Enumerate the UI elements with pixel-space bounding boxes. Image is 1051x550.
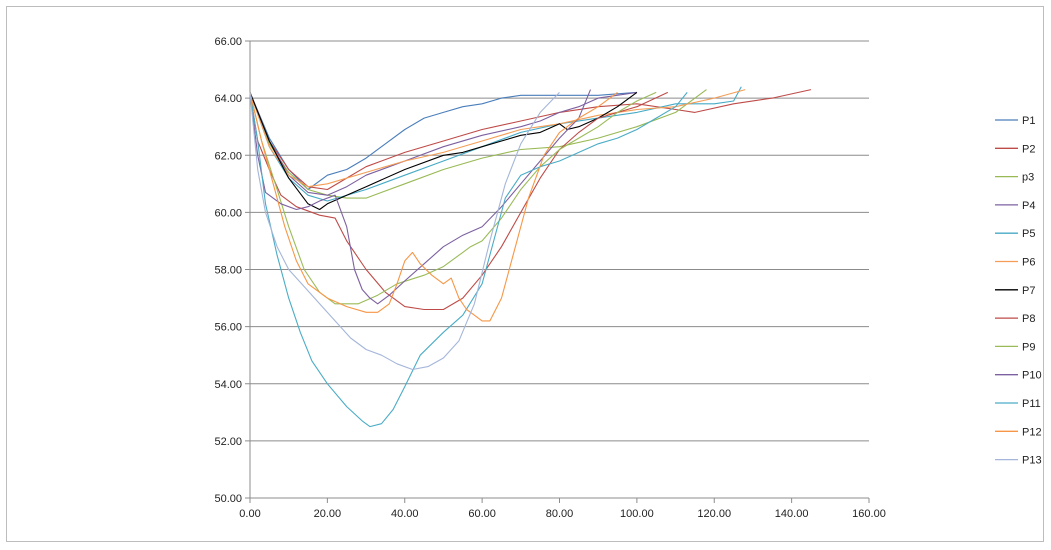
y-tick-label: 62.00	[214, 150, 242, 162]
y-tick-label: 58.00	[214, 265, 242, 277]
x-tick-label: 60.00	[468, 508, 496, 520]
x-tick-label: 40.00	[391, 508, 419, 520]
x-tick-label: 100.00	[620, 508, 654, 520]
legend-label: P13	[1022, 455, 1042, 467]
series-line-p11	[249, 92, 688, 428]
series-layer	[249, 86, 812, 428]
legend-label: P7	[1022, 285, 1035, 297]
series-line-p12	[249, 91, 618, 322]
legend-label: P9	[1022, 341, 1035, 353]
series-line-p2	[249, 89, 812, 191]
legend-label: P10	[1022, 370, 1042, 382]
x-tick-label: 140.00	[775, 508, 809, 520]
x-tick-label: 160.00	[852, 508, 886, 520]
x-tick-label: 80.00	[546, 508, 574, 520]
legend-label: P6	[1022, 257, 1035, 269]
series-line-p9	[249, 91, 657, 305]
y-tick-label: 64.00	[214, 93, 242, 105]
legend-label: P5	[1022, 228, 1035, 240]
line-chart: 50.00 52.00 54.00 56.00 58.00 60.00 62.00 64.00…	[214, 36, 1042, 520]
legend-label: P11	[1022, 398, 1041, 410]
legend-label: P2	[1022, 143, 1035, 155]
series-line-p13	[249, 92, 560, 371]
series-line-p10	[249, 89, 592, 305]
series-line-p4	[249, 91, 637, 196]
x-tick-label: 120.00	[697, 508, 731, 520]
series-line-p6	[249, 89, 746, 188]
axis-layer: 50.00 52.00 54.00 56.00 58.00 60.00 62.00 64.00…	[214, 36, 885, 520]
legend-label: P4	[1022, 200, 1035, 212]
y-tick-label: 66.00	[214, 36, 242, 48]
legend-label: p3	[1022, 172, 1034, 184]
y-tick-label: 52.00	[214, 436, 242, 448]
series-line-p8	[249, 91, 669, 311]
series-line-p7	[249, 91, 638, 211]
legend: P1 P2 p3 P4 P5 P6 P7 P8 P9 P10 P11 P12 P13	[995, 115, 1042, 467]
y-tick-label: 56.00	[214, 322, 242, 334]
chart-frame: 50.00 52.00 54.00 56.00 58.00 60.00 62.00 64.00…	[6, 6, 1044, 542]
y-tick-label: 60.00	[214, 207, 242, 219]
grid-layer	[250, 40, 869, 442]
legend-label: P12	[1022, 426, 1042, 438]
x-tick-label: 20.00	[314, 508, 342, 520]
legend-label: P8	[1022, 313, 1035, 325]
y-tick-label: 50.00	[214, 493, 242, 505]
x-tick-label: 0.00	[239, 508, 260, 520]
legend-label: P1	[1022, 115, 1035, 127]
y-tick-label: 54.00	[214, 379, 242, 391]
